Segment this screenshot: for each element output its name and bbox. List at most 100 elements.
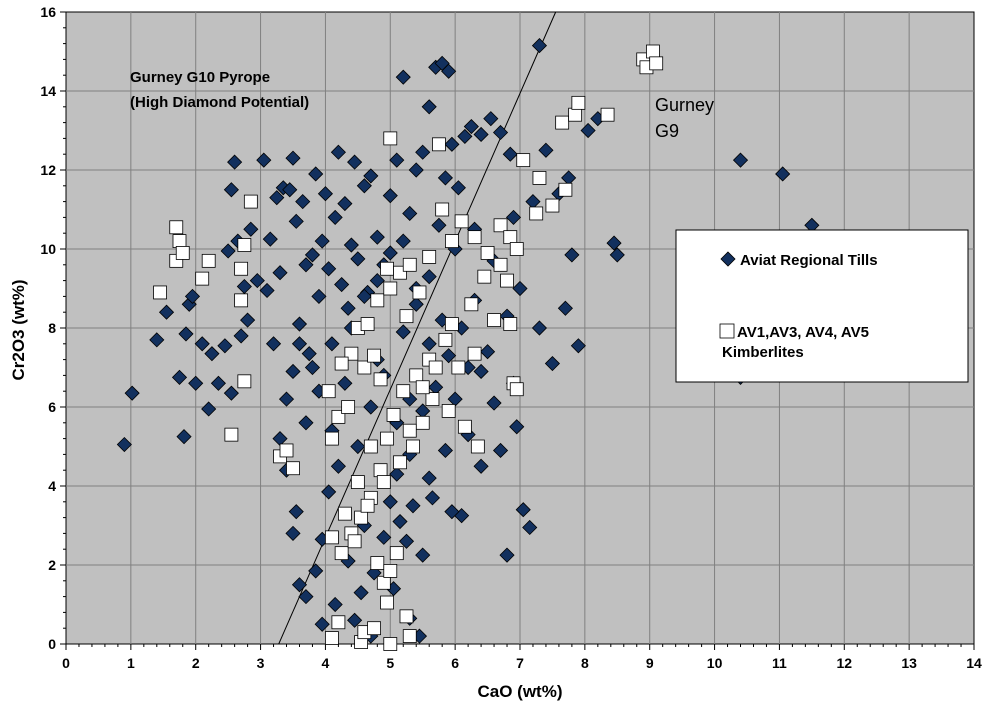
till-point	[486, 395, 502, 411]
kimberlite-point	[477, 269, 492, 284]
till-point	[512, 280, 528, 297]
annotation-g9-line2: G9	[655, 121, 679, 141]
kimberlite-point	[363, 439, 378, 454]
till-point	[363, 168, 379, 184]
till-point	[531, 38, 548, 54]
till-point	[184, 288, 201, 304]
till-point	[321, 484, 337, 500]
kimberlite-point	[331, 615, 346, 630]
till-point	[269, 190, 285, 206]
till-point	[288, 213, 304, 229]
kimberlite-point	[325, 530, 339, 545]
kimberlite-point	[169, 220, 184, 235]
till-point	[531, 320, 548, 336]
kimberlite-point	[402, 629, 417, 643]
kimberlite-point	[370, 556, 385, 570]
legend-marker-tills	[720, 251, 736, 267]
kimberlite-point	[509, 382, 524, 397]
till-point	[176, 429, 192, 445]
till-point	[775, 166, 791, 182]
kimberlite-point	[464, 297, 479, 312]
kimberlite-point	[532, 170, 547, 185]
till-point	[509, 419, 525, 435]
till-point	[382, 245, 398, 261]
till-point	[227, 154, 243, 170]
x-tick-label: 13	[901, 655, 917, 671]
till-point	[473, 458, 489, 474]
till-point	[330, 144, 346, 160]
kimberlite-point	[360, 498, 375, 513]
till-point	[240, 312, 256, 328]
legend-marker-kimberlites	[719, 323, 735, 339]
kimberlite-point	[337, 506, 352, 521]
kimberlite-point	[435, 202, 450, 217]
kimberlite-point	[224, 427, 239, 442]
kimberlite-point	[279, 443, 294, 458]
till-point	[311, 288, 327, 304]
till-point	[444, 136, 460, 152]
till-point	[259, 282, 275, 299]
till-point	[285, 525, 301, 541]
till-point	[544, 355, 560, 372]
kimberlite-point	[380, 261, 394, 276]
till-point	[347, 612, 363, 628]
x-tick-label: 10	[707, 655, 723, 671]
till-point	[473, 126, 489, 143]
till-point	[502, 146, 518, 162]
till-point	[505, 209, 522, 225]
till-point	[570, 338, 586, 354]
till-point	[178, 326, 194, 342]
till-point	[389, 466, 405, 482]
kimberlite-point	[237, 238, 252, 252]
x-tick-label: 1	[127, 655, 135, 671]
kimberlite-point	[558, 182, 573, 197]
till-point	[609, 247, 625, 263]
kimberlite-point	[412, 285, 427, 300]
y-tick-label: 0	[48, 636, 56, 652]
till-point	[382, 188, 398, 204]
y-tick-label: 10	[40, 241, 56, 257]
till-point	[732, 152, 749, 168]
x-tick-label: 6	[451, 655, 459, 671]
till-point	[441, 63, 457, 79]
till-point	[421, 99, 437, 115]
kimberlite-point	[383, 131, 398, 146]
till-point	[424, 490, 441, 506]
kimberlite-point	[415, 380, 430, 395]
till-point	[304, 247, 321, 263]
till-point	[308, 166, 324, 182]
till-point	[298, 257, 314, 273]
kimberlite-point	[509, 242, 524, 256]
kimberlite-point	[393, 455, 407, 470]
kimberlite-point	[467, 346, 482, 361]
till-point	[421, 336, 437, 352]
till-point	[324, 336, 340, 352]
kimberlite-point	[402, 423, 417, 438]
till-point	[282, 182, 298, 198]
till-point	[285, 363, 301, 380]
till-point	[473, 363, 489, 380]
kimberlite-point	[237, 374, 252, 389]
till-point	[463, 118, 479, 135]
till-point	[564, 247, 580, 263]
till-point	[204, 346, 220, 362]
kimberlite-point	[649, 56, 664, 71]
till-point	[291, 336, 308, 352]
kimberlite-point	[493, 257, 508, 272]
till-point	[223, 385, 239, 401]
till-point	[337, 196, 353, 212]
kimberlite-point	[325, 631, 339, 645]
kimberlite-point	[425, 392, 440, 407]
kimberlite-point	[406, 439, 420, 454]
kimberlite-point	[370, 293, 385, 308]
kimberlite-point	[493, 218, 508, 233]
kimberlite-point	[600, 107, 615, 122]
till-point	[291, 316, 308, 332]
kimberlite-point	[444, 234, 459, 249]
till-point	[408, 296, 424, 312]
kimberlite-point	[428, 360, 443, 375]
kimberlite-point	[234, 293, 249, 308]
kimberlite-point	[438, 332, 453, 347]
kimberlite-point	[380, 431, 394, 446]
